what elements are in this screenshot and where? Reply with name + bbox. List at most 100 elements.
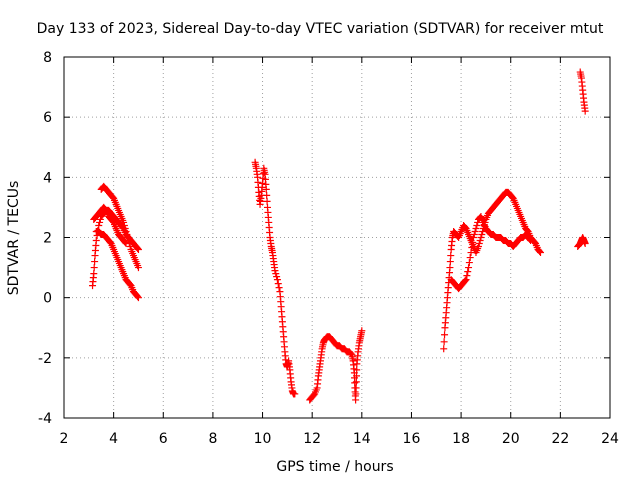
data-point	[446, 264, 454, 272]
data-point	[461, 277, 469, 285]
y-tick-label: 8	[43, 50, 52, 66]
data-point	[467, 249, 475, 257]
data-points	[89, 68, 589, 404]
x-tick-label: 10	[254, 431, 272, 447]
data-point	[474, 243, 482, 251]
data-point	[120, 221, 128, 229]
y-tick-label: 4	[43, 170, 52, 186]
data-point	[134, 293, 142, 301]
y-axis-label: SDTVAR / TECUs	[6, 181, 22, 296]
x-tick-label: 18	[452, 431, 470, 447]
data-point	[90, 270, 98, 278]
x-axis-label: GPS time / hours	[276, 459, 393, 475]
data-point	[353, 372, 361, 380]
data-point	[120, 218, 128, 226]
data-point	[91, 258, 99, 266]
data-point	[134, 294, 142, 302]
data-point	[126, 281, 134, 289]
data-point	[470, 230, 478, 238]
x-tick-label: 8	[208, 431, 217, 447]
data-point	[447, 252, 455, 260]
x-tick-label: 14	[353, 431, 371, 447]
data-point	[291, 390, 299, 398]
y-tick-label: -4	[38, 411, 52, 427]
data-point	[526, 236, 534, 244]
data-point	[476, 237, 484, 245]
data-point	[527, 237, 535, 245]
data-point	[92, 237, 100, 245]
data-point	[109, 193, 117, 201]
y-tick-label: 2	[43, 231, 52, 247]
data-point	[446, 258, 454, 266]
data-point	[466, 254, 474, 262]
y-tick-label: 0	[43, 291, 52, 307]
data-point	[352, 384, 360, 392]
data-point	[463, 272, 471, 280]
data-point	[90, 264, 98, 272]
data-point	[272, 270, 280, 278]
data-point	[353, 366, 361, 374]
data-point	[262, 185, 270, 193]
data-point	[461, 223, 469, 231]
chart-title: Day 133 of 2023, Sidereal Day-to-day VTE…	[37, 21, 604, 37]
x-tick-label: 16	[403, 431, 421, 447]
data-point	[122, 227, 130, 235]
grid-lines	[64, 57, 610, 418]
data-point	[523, 226, 531, 234]
data-point	[106, 239, 114, 247]
data-point	[469, 239, 477, 247]
data-point	[464, 268, 472, 276]
data-point	[95, 221, 103, 229]
x-tick-label: 4	[109, 431, 118, 447]
data-point	[465, 259, 473, 267]
data-point	[273, 276, 281, 284]
data-point	[478, 230, 486, 238]
data-point	[475, 240, 483, 248]
data-point	[352, 396, 360, 404]
data-point	[440, 345, 448, 353]
data-point	[134, 264, 142, 272]
x-tick-label: 6	[159, 431, 168, 447]
data-point	[537, 249, 545, 257]
data-point	[347, 350, 355, 358]
data-point	[263, 191, 271, 199]
data-point	[465, 264, 473, 272]
data-point	[121, 239, 129, 247]
data-point	[121, 224, 129, 232]
data-point	[101, 205, 109, 213]
data-point	[531, 239, 539, 247]
data-point	[581, 240, 589, 248]
data-point	[134, 246, 142, 254]
data-point	[275, 284, 283, 292]
data-point	[473, 221, 481, 229]
axis-ticks	[63, 56, 611, 419]
data-point	[581, 107, 589, 115]
data-point	[358, 327, 366, 335]
x-tick-label: 20	[502, 431, 520, 447]
data-point	[274, 280, 282, 288]
data-point	[273, 273, 281, 281]
x-tick-label: 2	[60, 431, 69, 447]
data-point	[126, 243, 134, 251]
y-tick-label: 6	[43, 110, 52, 126]
x-tick-label: 12	[303, 431, 321, 447]
data-point	[310, 391, 318, 399]
data-point	[96, 218, 104, 226]
data-point	[472, 224, 480, 232]
data-point	[508, 193, 516, 201]
y-tick-labels: -4 -2 0 2 4 6 8	[38, 50, 52, 427]
data-point	[477, 234, 485, 241]
x-tick-labels: 2 4 6 8 10 12 14 16 18 20 22 24	[60, 431, 619, 447]
data-point	[134, 245, 142, 253]
data-point	[352, 390, 360, 398]
data-point	[470, 234, 477, 241]
x-tick-label: 22	[551, 431, 569, 447]
data-point	[352, 378, 360, 386]
data-point	[122, 240, 130, 248]
data-point	[124, 234, 132, 241]
data-point	[96, 215, 104, 223]
data-point	[271, 267, 279, 275]
data-point	[468, 244, 476, 252]
data-point	[109, 217, 117, 225]
